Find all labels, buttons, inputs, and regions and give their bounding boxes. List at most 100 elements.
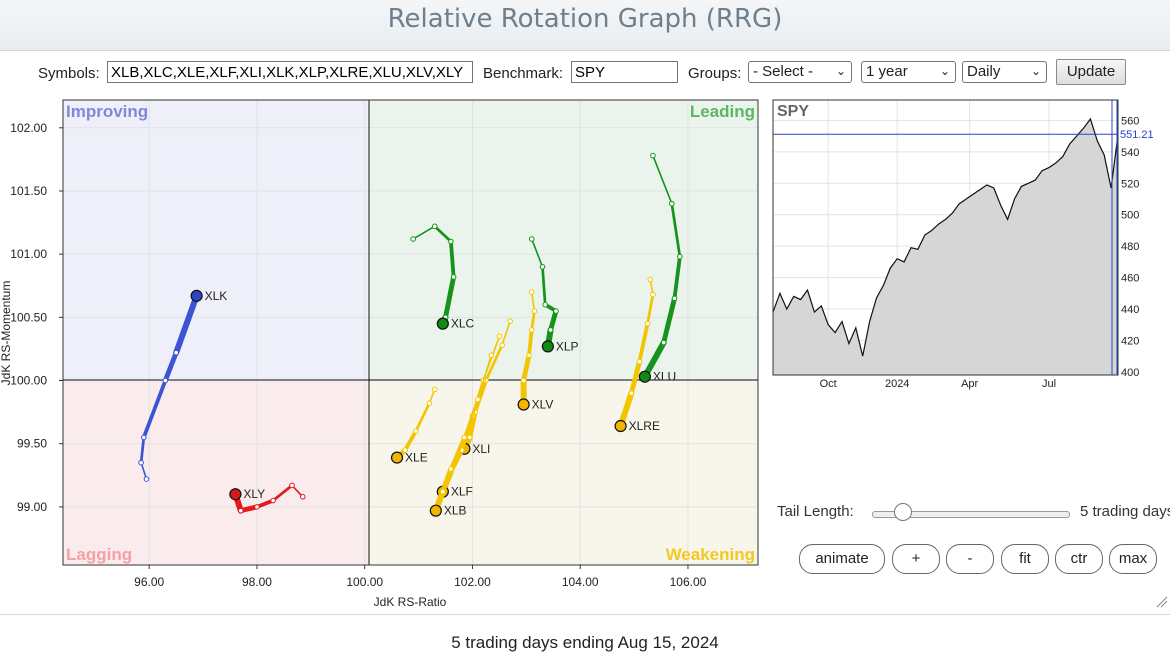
- series-label: XLB: [444, 504, 467, 518]
- tail-segment: [521, 352, 532, 383]
- spy-y-tick-label: 460: [1121, 273, 1139, 285]
- series-label: XLK: [205, 289, 228, 303]
- head-point: [614, 419, 627, 433]
- tail-point: [520, 377, 527, 384]
- benchmark-input[interactable]: [571, 61, 678, 83]
- tail-point: [448, 466, 454, 472]
- tail-point: [539, 263, 546, 270]
- x-axis-label: JdK RS-Ratio: [374, 595, 447, 609]
- quadrant-weakening: [369, 380, 758, 565]
- max-button[interactable]: max: [1109, 544, 1157, 574]
- tail-point: [270, 497, 276, 504]
- tail-point: [254, 504, 260, 510]
- head-point: [390, 451, 404, 464]
- page-title: Relative Rotation Graph (RRG): [387, 4, 783, 34]
- spy-y-tick-label: 520: [1121, 178, 1139, 190]
- spy-last-value-label: 551.21: [1120, 129, 1154, 141]
- tail-point: [650, 152, 656, 159]
- x-tick-label: 102.00: [454, 575, 491, 589]
- y-tick-label: 100.50: [10, 310, 47, 324]
- benchmark-chart-panel: 400 420 440 460 480 500 520 540 560 Oct 2024 Apr Jul…: [768, 95, 1170, 615]
- spy-y-tick-label: 440: [1121, 304, 1139, 316]
- tail-point: [289, 482, 295, 489]
- tail-segment: [162, 350, 179, 383]
- tail-point: [162, 377, 169, 384]
- tail-length-slider-thumb[interactable]: [894, 503, 912, 521]
- tail-point: [531, 308, 538, 314]
- rrg-chart[interactable]: Improving Leading Lagging Weakening 96.0…: [0, 95, 762, 615]
- series-label: XLC: [451, 317, 475, 331]
- spy-y-tick-label: 420: [1121, 335, 1139, 347]
- head-point: [429, 504, 442, 517]
- spy-y-tick-label: 480: [1121, 241, 1139, 253]
- spy-x-tick-label: Oct: [820, 378, 837, 390]
- footer-caption: 5 trading days ending Aug 15, 2024: [451, 633, 719, 652]
- animate-button[interactable]: animate: [799, 544, 885, 574]
- groups-label: Groups:: [688, 65, 742, 82]
- tail-segment: [672, 254, 682, 301]
- rrg-chart-panel: Improving Leading Lagging Weakening 96.0…: [0, 95, 762, 615]
- tail-point: [448, 238, 454, 245]
- quadrant-label-lagging: Lagging: [66, 545, 132, 564]
- series-label: XLU: [653, 370, 676, 384]
- series-label: XLRE: [629, 419, 660, 433]
- chevron-down-icon: ⌄: [1030, 64, 1041, 78]
- tail-segment: [530, 238, 544, 268]
- series-label: XLP: [556, 339, 579, 353]
- frequency-select[interactable]: Daily ⌄: [962, 61, 1047, 83]
- series-xlb: XLB: [429, 352, 495, 518]
- y-tick-label: 101.00: [10, 247, 47, 261]
- tail-length-slider[interactable]: [872, 511, 1070, 518]
- zoom-out-button[interactable]: -: [946, 544, 994, 574]
- spy-price-chart[interactable]: 400 420 440 460 480 500 520 540 560 Oct 2024 Apr Jul…: [768, 95, 1170, 615]
- x-tick-label: 106.00: [670, 575, 707, 589]
- head-point: [517, 398, 530, 411]
- y-tick-label: 99.50: [17, 437, 47, 451]
- series-xly: XLY: [229, 482, 306, 514]
- symbols-input[interactable]: [107, 61, 473, 83]
- tail-segment: [473, 378, 488, 415]
- y-tick-label: 102.00: [10, 121, 47, 135]
- spy-y-tick-label: 500: [1121, 210, 1139, 222]
- quadrant-label-leading: Leading: [690, 102, 755, 121]
- tail-point: [499, 342, 505, 348]
- head-point: [436, 317, 449, 330]
- tail-segment: [140, 461, 148, 480]
- center-button[interactable]: ctr: [1055, 544, 1103, 574]
- spy-x-tick-label: Jul: [1042, 378, 1056, 390]
- series-xlk: XLK: [138, 289, 228, 482]
- head-point: [541, 340, 554, 353]
- spy-y-tick-label: 540: [1121, 147, 1139, 159]
- fit-button[interactable]: fit: [1001, 544, 1049, 574]
- tail-segment: [661, 295, 677, 346]
- series-xle: XLE: [390, 386, 438, 465]
- zoom-in-button[interactable]: +: [892, 544, 940, 574]
- tail-segment: [530, 309, 536, 332]
- controls-bar: Symbols: Benchmark: Groups: - Select - ⌄…: [0, 58, 1170, 90]
- tail-segment: [670, 202, 682, 259]
- groups-select[interactable]: - Select - ⌄: [748, 61, 852, 83]
- period-select[interactable]: 1 year ⌄: [861, 61, 956, 83]
- tail-segment: [463, 398, 480, 439]
- tail-point: [650, 291, 656, 298]
- tail-segment: [484, 343, 504, 382]
- tail-point: [426, 400, 433, 407]
- spy-y-tick-label: 400: [1121, 367, 1139, 379]
- symbols-label: Symbols:: [38, 65, 100, 82]
- tail-segment: [637, 321, 650, 364]
- y-tick-label: 101.50: [10, 184, 47, 198]
- tail-point: [668, 200, 675, 207]
- tail-segment: [433, 225, 453, 243]
- tail-segment: [440, 466, 454, 495]
- update-button[interactable]: Update: [1056, 59, 1126, 85]
- quadrant-lagging: [63, 380, 369, 565]
- quadrant-label-improving: Improving: [66, 102, 148, 121]
- resize-handle-icon[interactable]: [1156, 596, 1168, 608]
- series-xlu: XLU: [638, 152, 683, 384]
- tail-segment: [173, 292, 200, 356]
- tail-point: [138, 459, 144, 466]
- spy-x-tick-label: 2024: [885, 378, 909, 390]
- head-point: [638, 370, 651, 383]
- tail-point: [547, 327, 554, 333]
- tail-segment: [646, 293, 655, 326]
